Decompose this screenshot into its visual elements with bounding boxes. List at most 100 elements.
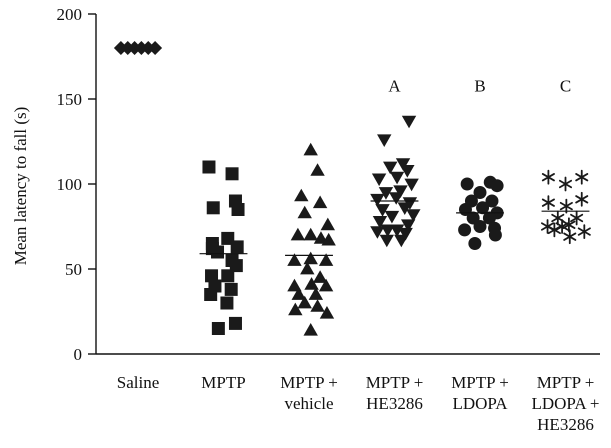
data-point-asterisk (575, 169, 589, 185)
data-point-triangle-up (303, 227, 318, 241)
data-point-triangle-down (404, 178, 419, 192)
y-tick-label: 50 (65, 260, 82, 279)
data-point-triangle-up (291, 287, 306, 300)
data-point-asterisk (559, 198, 573, 214)
data-point-triangle-up (304, 277, 319, 290)
data-point-asterisk (558, 176, 573, 192)
data-point-triangle-down (389, 171, 405, 185)
data-point-square (211, 322, 225, 335)
data-point-triangle-down (371, 173, 387, 187)
data-point-circle (482, 211, 496, 225)
data-point-circle (458, 223, 472, 237)
y-tick-label: 200 (57, 5, 83, 24)
data-point-asterisk (562, 217, 576, 233)
data-point-triangle-down (379, 234, 395, 248)
x-category-label: Saline (117, 373, 160, 392)
data-point-square (229, 259, 243, 273)
data-point-triangle-up (310, 299, 325, 312)
x-category-label: MPTP (201, 373, 245, 392)
data-point-triangle-down (393, 185, 408, 198)
x-category-label: MPTP + (366, 373, 424, 392)
data-point-square (205, 269, 219, 283)
data-point-triangle-down (372, 216, 388, 229)
data-point-triangle-up (312, 270, 328, 283)
x-category-labels: Saline MPTP MPTP + vehicle MPTP + HE3286 MPTP … (117, 373, 600, 434)
group-significance-label: C (560, 76, 571, 95)
data-point-square (224, 282, 238, 296)
data-point-asterisk (555, 219, 569, 234)
data-point-diamond (148, 41, 163, 55)
data-point-asterisk (541, 169, 555, 185)
data-point-circle (485, 194, 499, 208)
data-point-triangle-down (370, 226, 385, 239)
data-point-square (221, 269, 235, 283)
data-point-square (204, 288, 218, 301)
data-point-asterisk (575, 191, 589, 207)
data-point-triangle-down (395, 158, 411, 171)
data-point-triangle-up (297, 205, 312, 219)
data-point-asterisk (570, 210, 584, 226)
data-point-triangle-up (310, 163, 325, 176)
data-point-triangle-down (383, 161, 398, 175)
data-point-triangle-up (294, 188, 309, 202)
data-point-triangle-down (406, 209, 421, 222)
data-point-triangle-up (290, 227, 306, 241)
data-point-asterisk (563, 229, 577, 245)
group-significance-label: B (474, 76, 485, 95)
data-point-circle (473, 186, 487, 199)
data-point-triangle-down (370, 193, 385, 207)
data-point-triangle-down (397, 202, 412, 215)
data-point-triangle-down (389, 192, 404, 205)
data-point-triangle-down (400, 165, 415, 178)
y-tick-label: 0 (74, 345, 83, 364)
data-point-asterisk (541, 195, 555, 211)
data-point-triangle-up (312, 195, 328, 209)
y-axis-title: Mean latency to fall (s) (11, 107, 30, 266)
data-point-circle (473, 220, 487, 233)
data-point-square (206, 201, 220, 215)
data-point-triangle-up (320, 217, 336, 231)
y-tick-label: 100 (57, 175, 83, 194)
x-category-label: MPTP + (280, 373, 338, 392)
group-annotations: A B C (388, 76, 571, 95)
data-point-circle (476, 201, 490, 215)
data-point-triangle-down (394, 234, 409, 248)
x-category-label: LDOPA (452, 394, 508, 413)
data-point-square (231, 203, 245, 216)
mean-lines (199, 200, 590, 256)
group-significance-label: A (388, 76, 401, 95)
data-point-circle (460, 177, 474, 191)
data-point-triangle-up (318, 253, 334, 266)
data-point-circle (488, 228, 502, 242)
data-point-triangle-down (401, 115, 417, 129)
x-category-label: HE3286 (366, 394, 423, 413)
x-category-label: vehicle (284, 394, 333, 413)
data-point-triangle-up (303, 142, 318, 156)
data-point-circle (490, 179, 504, 193)
data-point-triangle-up (297, 295, 312, 309)
data-point-square (225, 167, 239, 181)
data-point-square (220, 296, 234, 310)
data-point-circle (468, 237, 482, 250)
data-point-square (211, 245, 225, 259)
x-category-label: MPTP + (537, 373, 595, 392)
data-point-triangle-down (378, 187, 394, 200)
x-category-label: HE3286 (537, 415, 594, 434)
data-point-square (228, 316, 242, 330)
data-point-triangle-down (384, 210, 400, 224)
data-point-triangle-up (303, 323, 318, 336)
x-category-label: MPTP + (451, 373, 509, 392)
data-point-triangle-up (288, 302, 303, 316)
data-point-asterisk (547, 222, 561, 238)
data-point-asterisk (577, 224, 591, 240)
data-point-triangle-up (287, 253, 302, 266)
data-point-triangle-down (400, 219, 416, 232)
y-ticks: 0 50 100 150 200 (57, 5, 96, 364)
data-point-square (202, 160, 216, 174)
data-point-triangle-up (321, 232, 336, 246)
data-points (113, 41, 591, 336)
x-category-label: LDOPA + (531, 394, 599, 413)
data-point-triangle-up (287, 278, 302, 292)
data-point-triangle-down (377, 134, 392, 147)
